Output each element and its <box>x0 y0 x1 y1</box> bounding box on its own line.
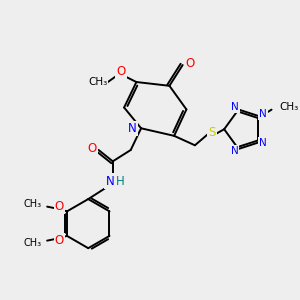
Text: O: O <box>87 142 97 154</box>
Text: O: O <box>55 200 64 213</box>
Text: CH₃: CH₃ <box>88 77 107 87</box>
Text: N: N <box>230 146 238 156</box>
Text: N: N <box>259 110 267 119</box>
Text: N: N <box>106 175 114 188</box>
Text: CH₃: CH₃ <box>23 199 41 209</box>
Text: O: O <box>186 57 195 70</box>
Text: N: N <box>259 138 267 148</box>
Text: CH₃: CH₃ <box>23 238 41 248</box>
Text: N: N <box>128 122 136 135</box>
Text: CH₃: CH₃ <box>279 102 298 112</box>
Text: H: H <box>116 175 125 188</box>
Text: N: N <box>232 102 239 112</box>
Text: S: S <box>208 126 216 139</box>
Text: O: O <box>55 234 64 247</box>
Text: O: O <box>117 65 126 78</box>
